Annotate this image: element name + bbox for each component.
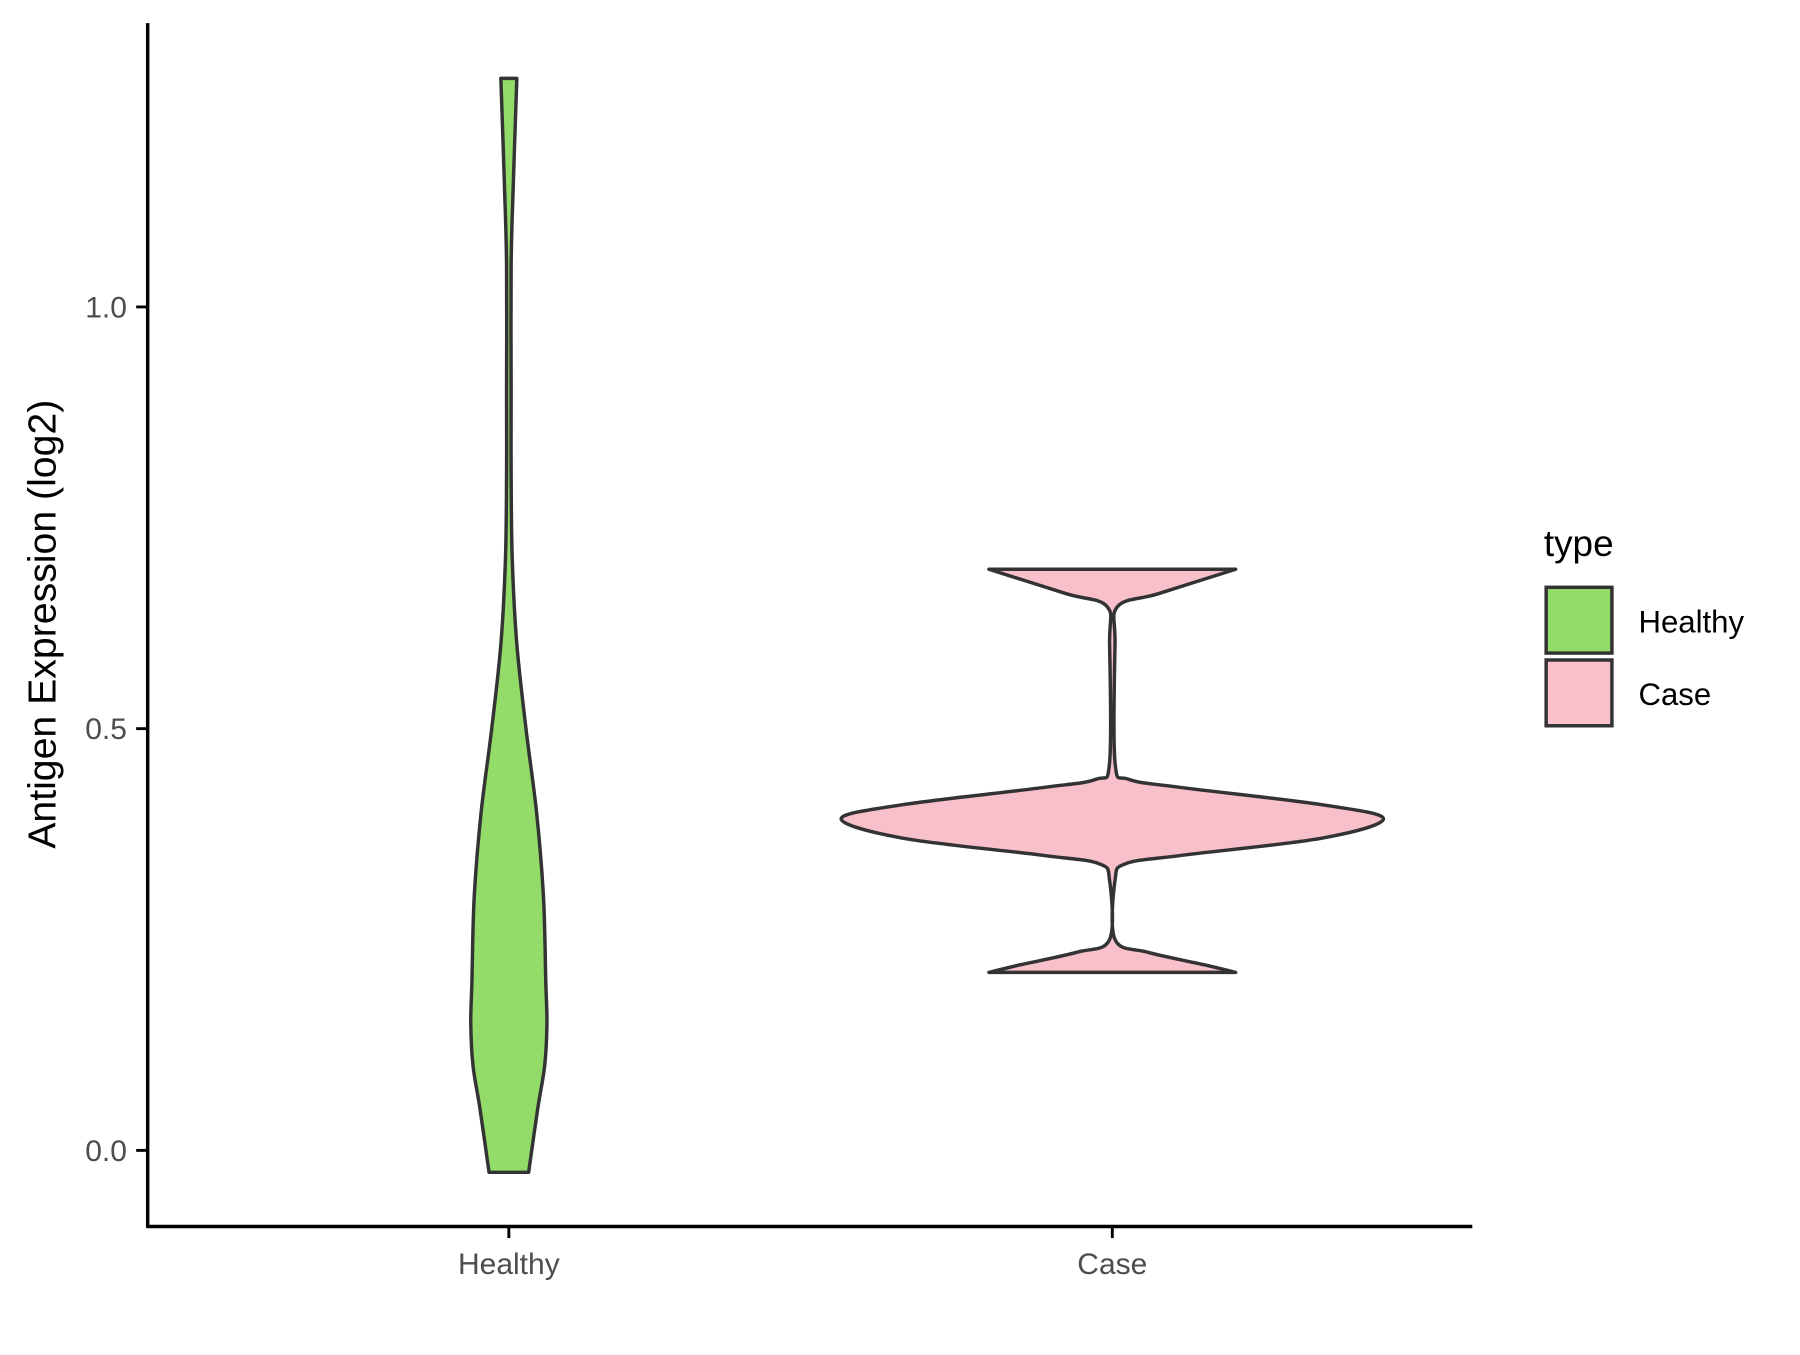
legend-label-healthy: Healthy [1638, 604, 1744, 639]
y-tick-label: 0.5 [85, 713, 127, 746]
y-tick-label: 1.0 [85, 291, 127, 324]
violins [469, 76, 1386, 1175]
x-tick-label-healthy: Healthy [458, 1248, 560, 1281]
y-axis-label: Antigen Expression (log2) [20, 400, 64, 849]
violin-case [839, 567, 1386, 975]
y-tick-label: 0.0 [85, 1135, 127, 1168]
x-ticks: Healthy Case [458, 1226, 1147, 1281]
legend: type Healthy Case [1544, 523, 1744, 728]
y-ticks: 0.0 0.5 1.0 [85, 291, 148, 1168]
legend-title: type [1544, 523, 1614, 564]
legend-swatch-case [1544, 658, 1614, 728]
legend-label-case: Case [1638, 677, 1711, 712]
violin-healthy [469, 76, 549, 1175]
x-tick-label-case: Case [1077, 1248, 1147, 1281]
legend-swatch-healthy [1544, 585, 1614, 655]
